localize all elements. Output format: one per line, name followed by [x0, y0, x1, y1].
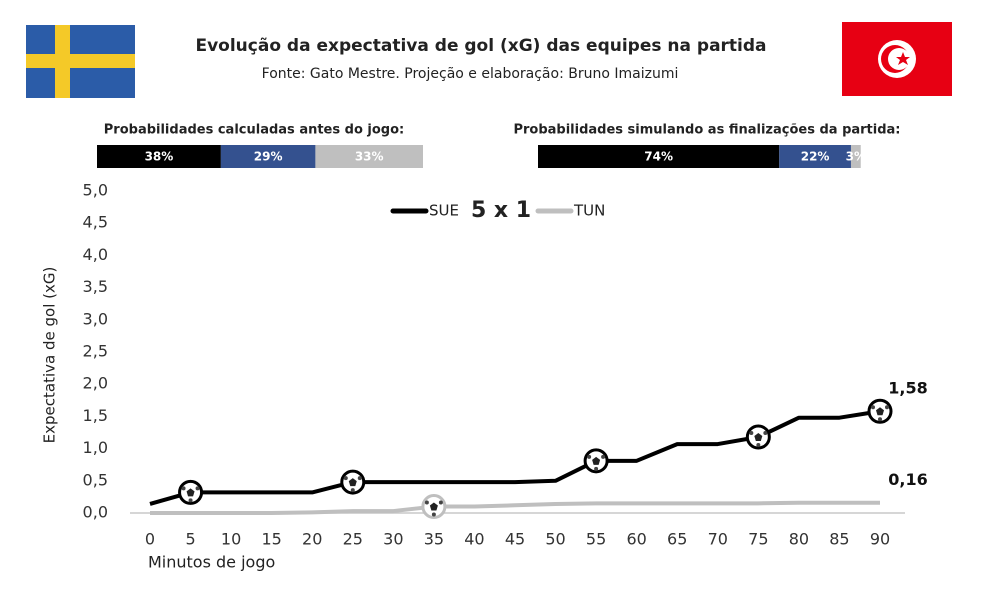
y-tick-label: 1,5 — [83, 406, 108, 425]
probability-segment — [538, 145, 780, 168]
x-tick-label: 20 — [302, 530, 322, 549]
x-tick-label: 75 — [748, 530, 768, 549]
x-tick-label: 25 — [343, 530, 363, 549]
y-tick-label: 4,5 — [83, 213, 108, 232]
goal-marker — [178, 479, 204, 505]
x-tick-label: 90 — [870, 530, 890, 549]
x-tick-label: 5 — [185, 530, 195, 549]
probability-label: 33% — [355, 150, 384, 164]
x-tick-label: 50 — [545, 530, 565, 549]
series-line — [150, 500, 880, 515]
probability-segment — [779, 145, 851, 168]
probability-segment — [97, 145, 221, 168]
legend-label: SUE — [429, 202, 459, 220]
goal-marker — [421, 494, 447, 520]
x-tick-label: 0 — [145, 530, 155, 549]
flag-sweden — [26, 25, 135, 98]
y-axis-label: Expectativa de gol (xG) — [41, 267, 59, 444]
goal-marker — [583, 448, 609, 474]
probability-segment — [850, 145, 861, 168]
legend-label: TUN — [573, 202, 605, 220]
value-label: 1,58 — [888, 379, 927, 398]
flag-tunisia — [842, 22, 952, 96]
x-tick-label: 80 — [789, 530, 809, 549]
probability-label: 22% — [801, 150, 830, 164]
x-tick-label: 10 — [221, 530, 241, 549]
probability-label: 38% — [145, 150, 174, 164]
probability-segment — [315, 145, 423, 168]
chart-subtitle: Fonte: Gato Mestre. Projeção e elaboraçã… — [262, 66, 679, 82]
series-line — [149, 409, 881, 506]
bar-title: Probabilidades simulando as finalizações… — [513, 123, 900, 138]
goal-marker — [867, 398, 893, 424]
y-tick-label: 5,0 — [83, 181, 108, 200]
goal-marker — [745, 424, 771, 450]
score: 5 x 1 — [471, 198, 531, 223]
probability-label: 3% — [846, 150, 866, 164]
y-tick-label: 1,0 — [83, 438, 108, 457]
x-tick-label: 40 — [464, 530, 484, 549]
x-tick-label: 45 — [505, 530, 525, 549]
y-tick-label: 0,0 — [83, 503, 108, 522]
y-tick-label: 3,0 — [83, 309, 108, 328]
x-tick-label: 70 — [708, 530, 728, 549]
probability-label: 74% — [644, 150, 673, 164]
x-tick-label: 35 — [424, 530, 444, 549]
x-tick-label: 65 — [667, 530, 687, 549]
y-tick-label: 4,0 — [83, 245, 108, 264]
y-tick-label: 2,0 — [83, 374, 108, 393]
bar-title: Probabilidades calculadas antes do jogo: — [104, 123, 404, 138]
goal-marker — [340, 469, 366, 495]
y-tick-label: 3,5 — [83, 277, 108, 296]
chart-title: Evolução da expectativa de gol (xG) das … — [195, 36, 766, 56]
y-tick-label: 0,5 — [83, 470, 108, 489]
x-tick-label: 60 — [626, 530, 646, 549]
x-tick-label: 30 — [383, 530, 403, 549]
value-label: 0,16 — [888, 470, 927, 489]
probability-segment — [220, 145, 316, 168]
x-tick-label: 55 — [586, 530, 606, 549]
x-tick-label: 15 — [261, 530, 281, 549]
probability-label: 29% — [254, 150, 283, 164]
y-tick-label: 2,5 — [83, 342, 108, 361]
x-axis-label: Minutos de jogo — [148, 553, 275, 572]
x-tick-label: 85 — [829, 530, 849, 549]
